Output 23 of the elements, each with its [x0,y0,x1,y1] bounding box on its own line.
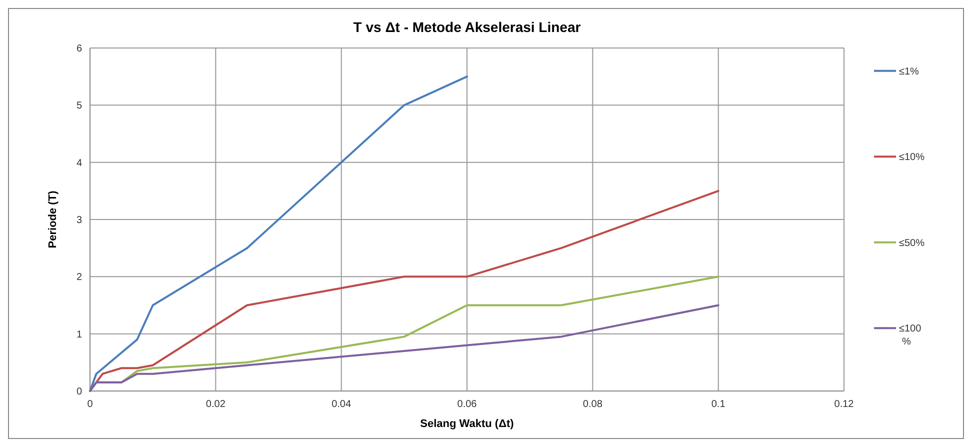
x-tick-label: 0 [87,399,94,410]
x-tick-label: 0.12 [834,399,854,410]
y-tick-label: 4 [76,158,82,169]
y-axis-title: Periode (T) [47,190,59,248]
y-tick-label: 1 [76,329,82,340]
legend-label: ≤1% [899,66,920,78]
y-tick-label: 2 [76,272,82,284]
y-tick-label: 5 [76,100,82,112]
y-tick-label: 6 [76,44,82,54]
legend-label: ≤10% [899,152,925,164]
line-series [89,76,468,392]
x-tick-label: 0.1 [711,399,726,410]
line-series [89,304,720,392]
x-tick-label: 0.06 [457,399,478,410]
legend-label: ≤100 % [899,324,922,348]
x-tick-label: 0.08 [582,399,603,410]
legend-label: ≤50% [899,238,925,249]
y-tick-label: 0 [76,386,82,398]
x-tick-label: 0.02 [206,399,226,410]
x-axis-title: Selang Waktu (Δt) [420,418,514,430]
x-tick-label: 0.04 [332,399,352,410]
y-tick-label: 3 [76,215,82,226]
chart-title: T vs Δt - Metode Akselerasi Linear [353,19,582,35]
